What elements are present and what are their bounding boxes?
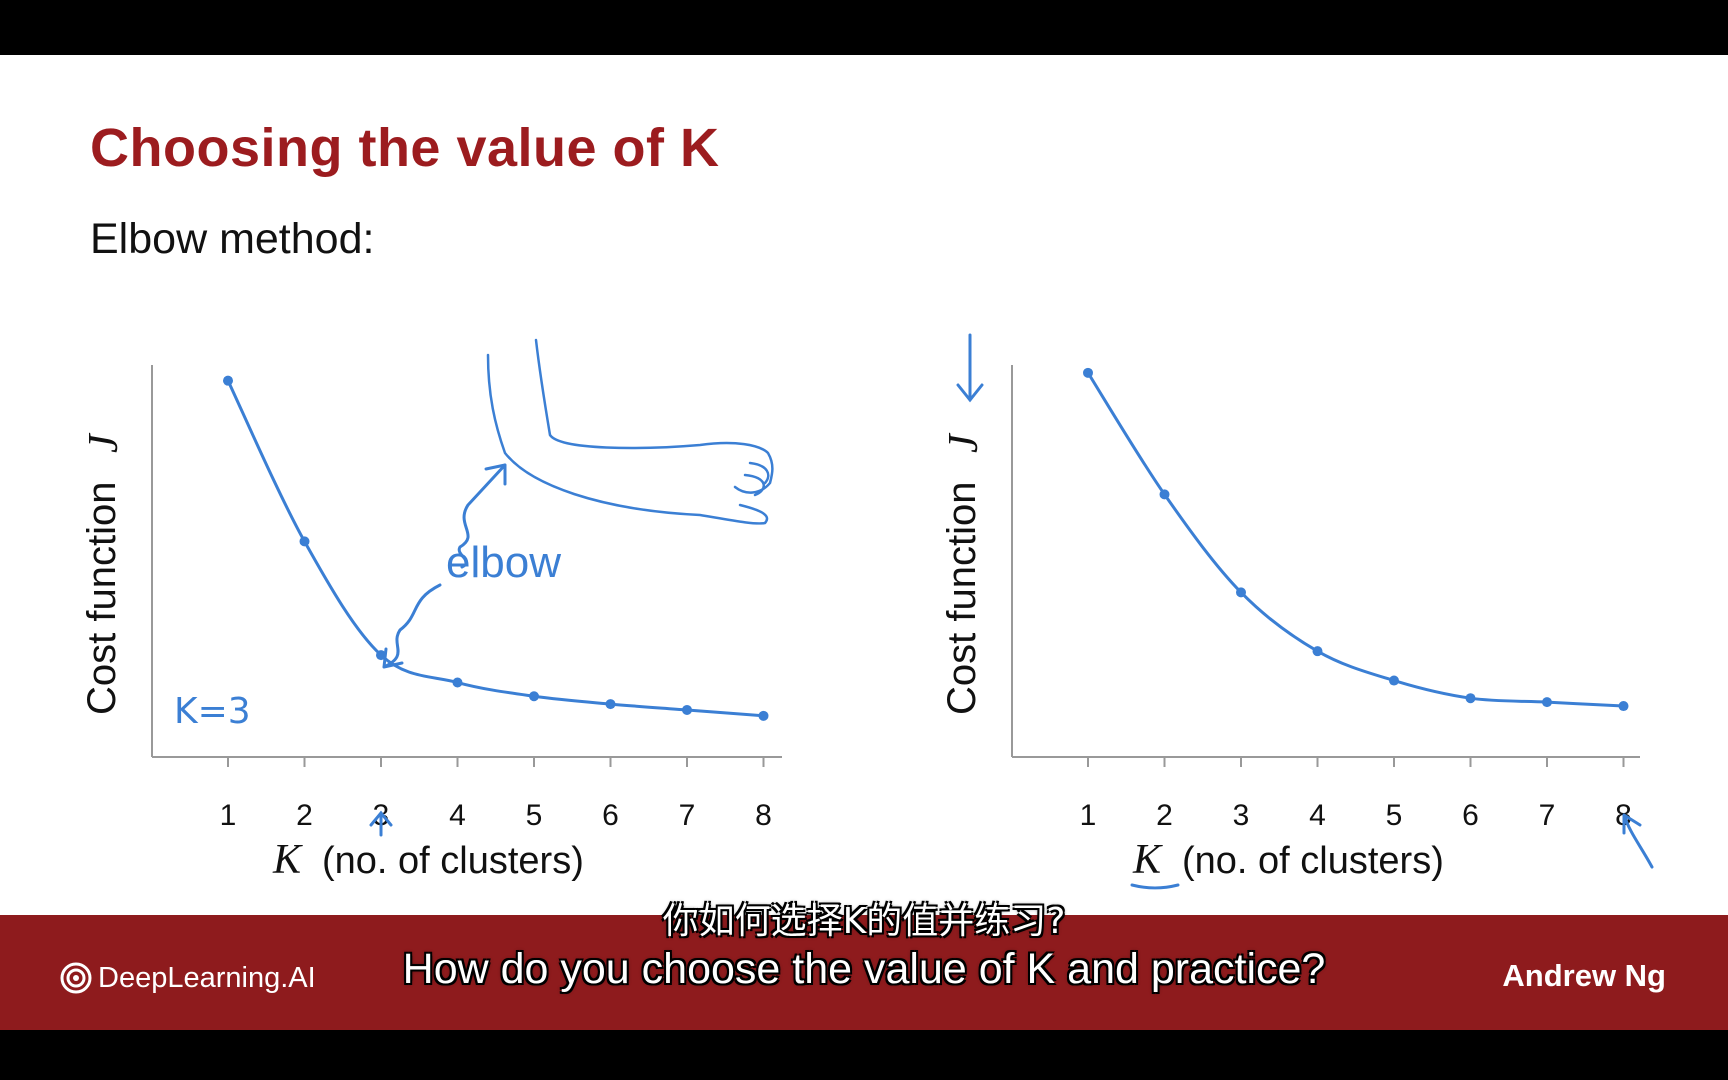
chart-right-ylabel: Cost function J xyxy=(940,432,987,715)
chart-right-point-2 xyxy=(1159,489,1170,500)
chart-right-tick-label-4: 4 xyxy=(1309,799,1326,832)
chart-left-tick-label-4: 4 xyxy=(449,799,466,832)
author-name: Andrew Ng xyxy=(1502,958,1666,993)
chart-right-xlabel-text: (no. of clusters) xyxy=(1182,840,1444,882)
elbow-arrow-icon xyxy=(382,583,442,669)
slide-title: Choosing the value of K xyxy=(90,118,720,178)
chart-left-tick-label-6: 6 xyxy=(602,799,619,832)
chart-left-tick-label-5: 5 xyxy=(526,799,543,832)
chart-right-tick-label-7: 7 xyxy=(1539,799,1556,832)
chart-left-point-2 xyxy=(299,536,310,547)
chart-right-point-8 xyxy=(1618,701,1629,712)
deeplearning-logo-icon xyxy=(60,962,92,994)
footer-bar xyxy=(0,915,1728,1030)
k-underline xyxy=(1130,883,1180,890)
chart-right-point-3 xyxy=(1236,587,1246,598)
subtitle-english: How do you choose the value of K and pra… xyxy=(402,945,1326,993)
chart-right-tick-label-5: 5 xyxy=(1386,799,1403,832)
chart-left-point-8 xyxy=(758,710,769,721)
chart-right-point-7 xyxy=(1542,697,1552,708)
chart-left-tick-label-1: 1 xyxy=(220,799,237,832)
chart-left-point-1 xyxy=(223,375,233,386)
chart-right-point-6 xyxy=(1465,693,1476,704)
chart-left-tick-label-2: 2 xyxy=(296,799,313,832)
chart-right-point-1 xyxy=(1083,367,1093,378)
brand: DeepLearning.AI xyxy=(60,960,316,996)
chart-left-tick-label-7: 7 xyxy=(679,799,696,832)
brand-name: DeepLearning.AI xyxy=(98,961,316,994)
arm-arrow-icon xyxy=(457,463,507,569)
slide: Choosing the value of K Elbow method: 1 2… xyxy=(0,55,1728,915)
chart-right-ylabel-text: Cost function xyxy=(940,482,984,715)
chart-left-xlabel-symbol: K xyxy=(272,837,303,883)
chart-left-point-5 xyxy=(529,691,539,702)
chart-right-series-line xyxy=(1086,372,1624,708)
chart-left-ylabel: Cost function J xyxy=(80,432,127,715)
subtitle-chinese: 你如何选择K的值并练习? xyxy=(662,901,1066,942)
chart-left-ylabel-symbol: J xyxy=(81,432,127,453)
j-down-arrow-icon xyxy=(956,333,984,403)
slide-subtitle: Elbow method: xyxy=(90,215,375,263)
chart-right-tick-label-2: 2 xyxy=(1156,799,1173,832)
k3-arrow-icon xyxy=(369,810,393,837)
charts-canvas: 1 2 3 4 5 6 7 8 Cost function J K (no. of clust… xyxy=(80,333,1654,890)
chart-left-xlabel-text: (no. of clusters) xyxy=(322,840,584,882)
chart-right-point-4 xyxy=(1312,646,1323,657)
chart-left-point-4 xyxy=(452,677,463,688)
chart-left-point-6 xyxy=(605,699,616,710)
chart-right-ylabel-symbol: J xyxy=(941,432,987,453)
chart-right-tick-label-3: 3 xyxy=(1233,799,1250,832)
arm-sketch-icon xyxy=(486,338,774,525)
chart-left-point-3 xyxy=(376,650,386,661)
chart-left-tick-label-8: 8 xyxy=(755,799,772,832)
k8-arrow-icon xyxy=(1622,813,1654,869)
chart-right-xlabel-symbol: K xyxy=(1132,837,1163,883)
chart-right-tick-label-1: 1 xyxy=(1080,799,1097,832)
chart-right-point-5 xyxy=(1389,675,1399,686)
letterbox-bottom xyxy=(0,1030,1728,1080)
chart-left-ylabel-text: Cost function xyxy=(80,482,124,715)
chart-left-point-7 xyxy=(682,704,692,715)
chart-right-tick-label-6: 6 xyxy=(1462,799,1479,832)
k-choice-note: K=3 xyxy=(174,691,251,732)
